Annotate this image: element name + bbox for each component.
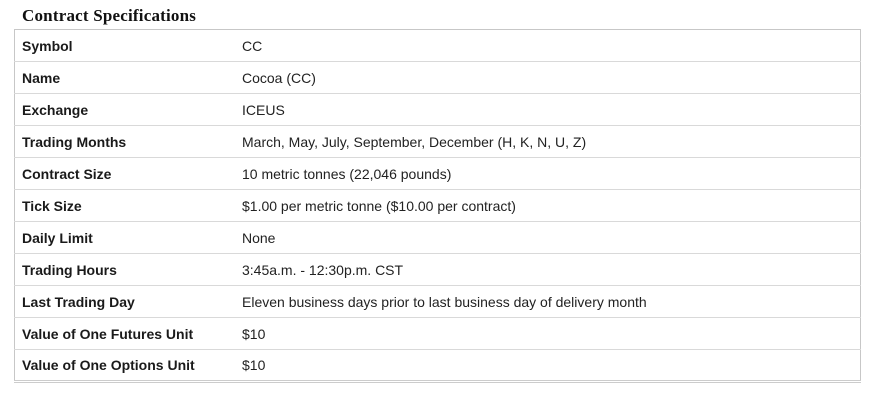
spec-value: March, May, July, September, December (H… — [242, 133, 587, 150]
table-row: Trading Months March, May, July, Septemb… — [14, 126, 861, 158]
table-body: Symbol CC Name Cocoa (CC) Exchange ICEUS… — [14, 30, 861, 382]
spec-value: $1.00 per metric tonne ($10.00 per contr… — [242, 197, 516, 214]
table-row: Exchange ICEUS — [14, 94, 861, 126]
table-row: Value of One Futures Unit $10 — [14, 318, 861, 350]
table-row: Trading Hours 3:45a.m. - 12:30p.m. CST — [14, 254, 861, 286]
table-row: Symbol CC — [14, 30, 861, 62]
spec-value: Cocoa (CC) — [242, 69, 316, 86]
spec-value: CC — [242, 37, 263, 54]
spec-value: ICEUS — [242, 101, 285, 118]
spec-label: Last Trading Day — [22, 293, 135, 310]
table-row: Contract Size 10 metric tonnes (22,046 p… — [14, 158, 861, 190]
table-row: Name Cocoa (CC) — [14, 62, 861, 94]
spec-label: Daily Limit — [22, 229, 93, 246]
spec-label: Value of One Options Unit — [22, 357, 195, 373]
spec-label: Trading Hours — [22, 261, 117, 278]
spec-value: Eleven business days prior to last busin… — [242, 293, 647, 310]
spec-value: 3:45a.m. - 12:30p.m. CST — [242, 261, 404, 278]
spec-label: Tick Size — [22, 197, 82, 214]
table-row: Tick Size $1.00 per metric tonne ($10.00… — [14, 190, 861, 222]
spec-value: 10 metric tonnes (22,046 pounds) — [242, 165, 452, 182]
spec-label: Contract Size — [22, 165, 112, 182]
spec-label: Value of One Futures Unit — [22, 325, 194, 342]
spec-value: None — [242, 229, 276, 246]
spec-label: Name — [22, 69, 61, 86]
spec-label: Symbol — [22, 37, 73, 54]
page-title: Contract Specifications — [22, 6, 197, 25]
contract-specifications-table: Symbol CC Name Cocoa (CC) Exchange ICEUS… — [14, 29, 861, 383]
table-row: Value of One Options Unit $10 — [15, 350, 861, 382]
table-row: Last Trading Day Eleven business days pr… — [14, 286, 861, 318]
table-row: Daily Limit None — [14, 222, 861, 254]
spec-value: $10 — [242, 325, 266, 342]
spec-label: Trading Months — [22, 133, 127, 150]
spec-value: $10 — [242, 357, 266, 373]
spec-label: Exchange — [22, 101, 89, 118]
